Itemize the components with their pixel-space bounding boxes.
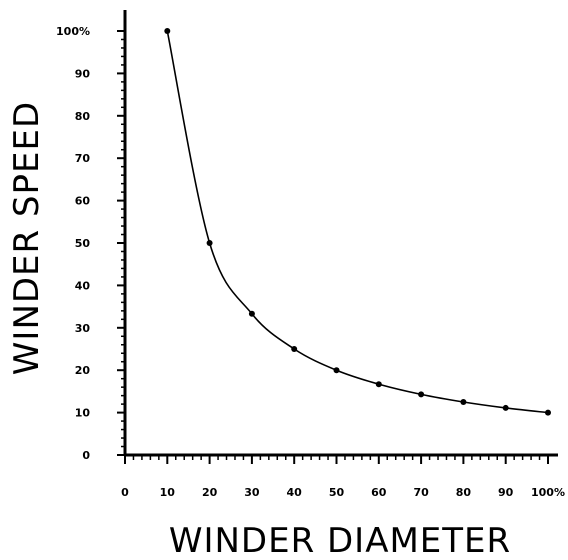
data-point xyxy=(164,28,171,34)
x-tick-label: 30 xyxy=(244,486,260,499)
y-tick-label: 30 xyxy=(75,322,91,335)
x-axis: 0 10 20 30 40 50 60 70 80 90 100% xyxy=(121,453,565,499)
y-tick-label: 70 xyxy=(75,152,91,165)
y-axis-title: WINDER SPEED xyxy=(7,101,47,375)
x-tick-label: 40 xyxy=(287,486,303,499)
data-point xyxy=(248,310,255,317)
series-line xyxy=(166,30,549,414)
data-point xyxy=(375,381,382,388)
y-axis: 0 10 20 30 40 50 60 70 80 90 100% xyxy=(56,10,127,462)
y-tick-label: 60 xyxy=(75,195,91,208)
y-tick-label: 90 xyxy=(75,67,91,80)
x-tick-label: 70 xyxy=(413,486,429,499)
x-tick-label: 100% xyxy=(531,486,565,499)
series-group xyxy=(164,28,551,416)
y-tick-label: 40 xyxy=(75,279,91,292)
y-tick-label: 100% xyxy=(56,25,90,38)
data-point xyxy=(333,367,340,374)
data-point xyxy=(545,409,551,416)
x-tick-label: 10 xyxy=(160,486,176,499)
x-tick-label: 50 xyxy=(329,486,345,499)
y-tick-label: 0 xyxy=(82,449,90,462)
x-tick-label: 0 xyxy=(121,486,129,499)
x-tick-label: 80 xyxy=(456,486,472,499)
data-point xyxy=(291,346,298,352)
x-tick-label: 20 xyxy=(202,486,218,499)
x-tick-label: 90 xyxy=(498,486,514,499)
x-tick-label: 60 xyxy=(371,486,387,499)
y-tick-label: 10 xyxy=(75,407,91,420)
y-tick-label: 20 xyxy=(75,364,91,377)
data-point xyxy=(502,404,509,411)
x-axis-title: WINDER DIAMETER xyxy=(169,521,511,560)
data-point xyxy=(460,399,467,405)
data-point xyxy=(206,240,213,246)
y-tick-label: 50 xyxy=(75,237,91,250)
y-tick-label: 80 xyxy=(75,110,91,123)
data-point xyxy=(418,391,425,398)
